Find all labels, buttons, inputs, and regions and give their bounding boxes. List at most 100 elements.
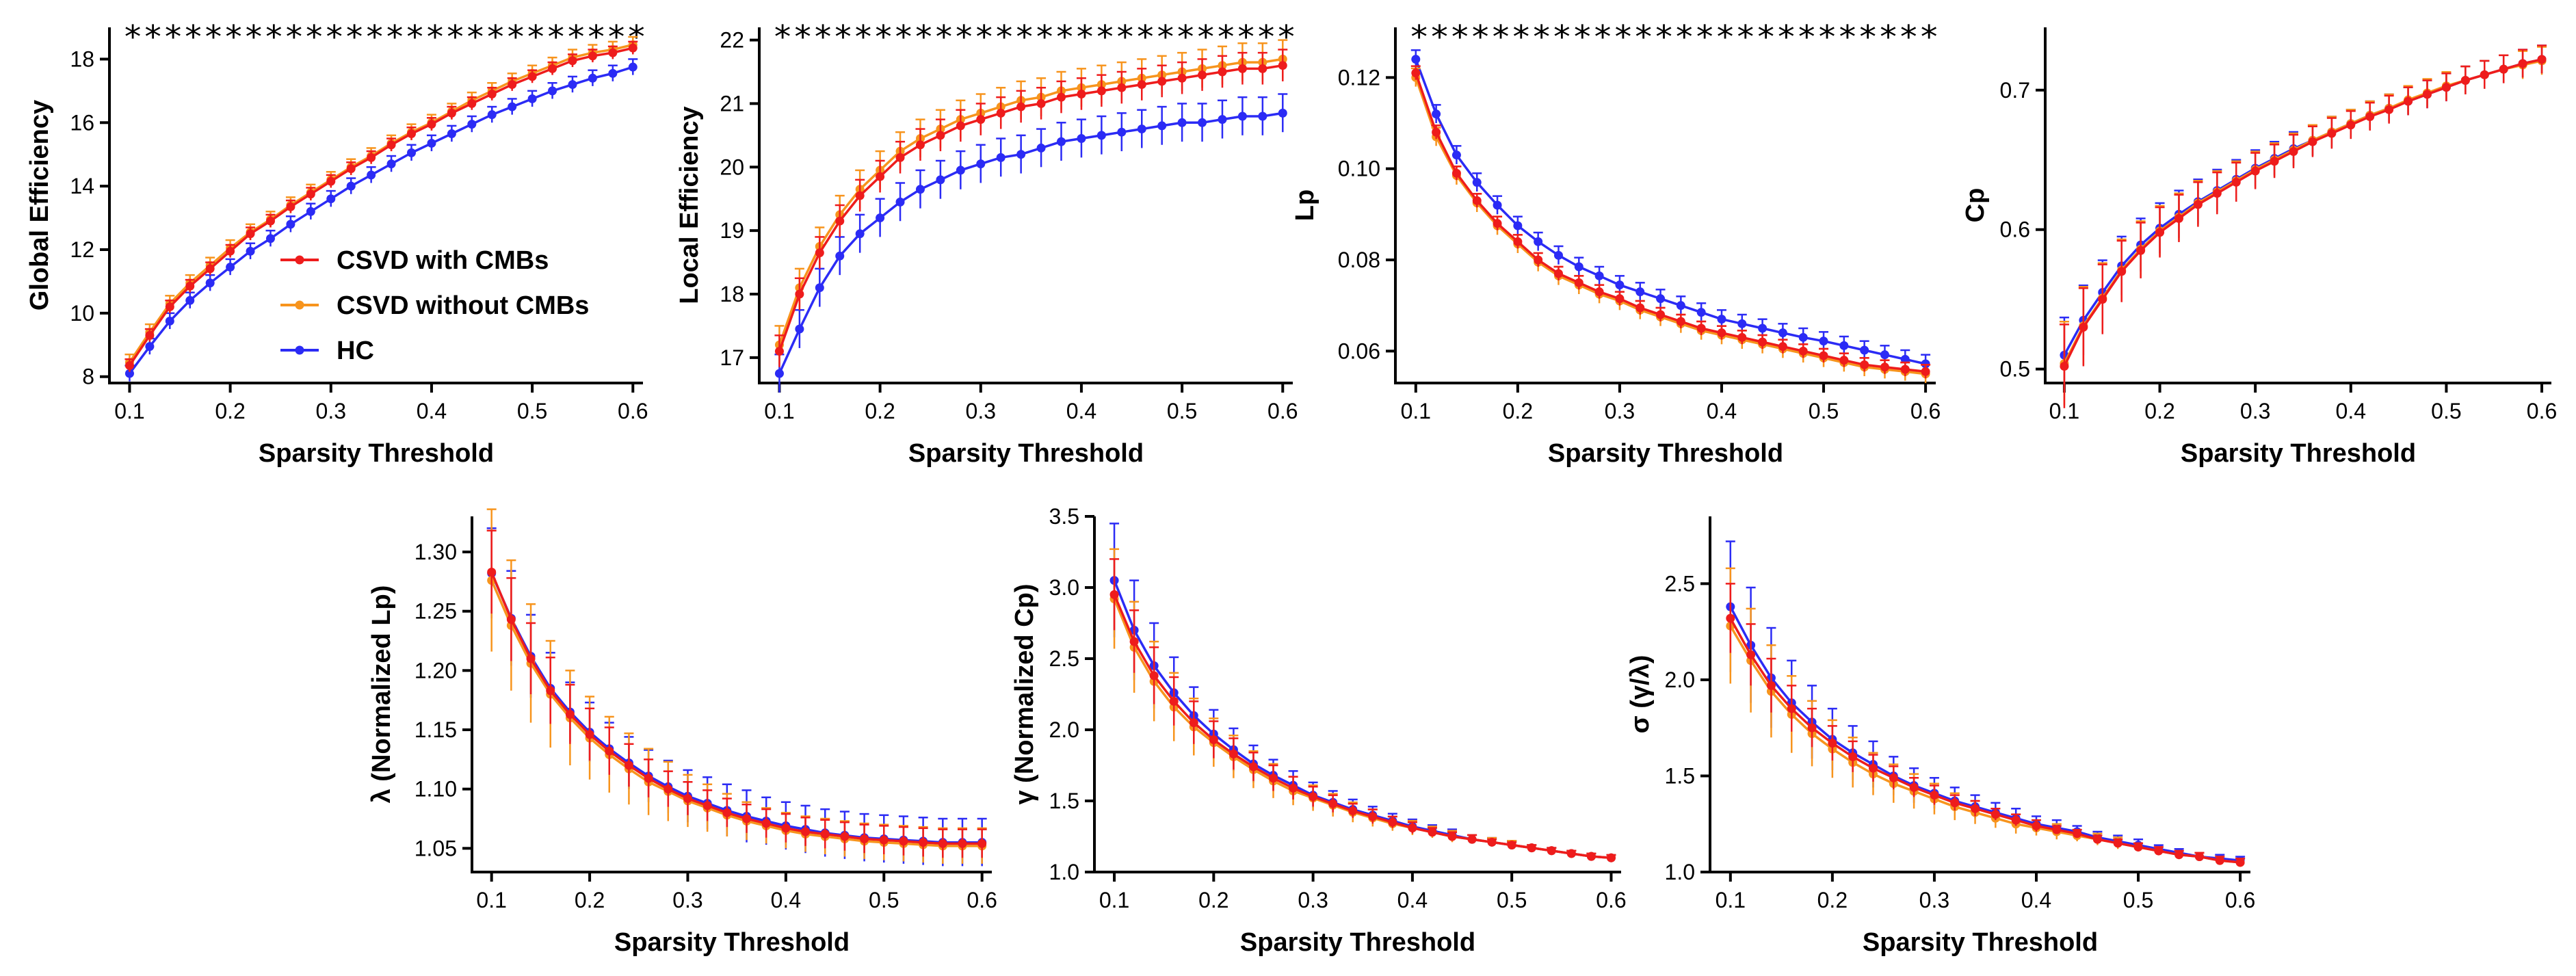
data-point	[1057, 137, 1066, 146]
data-point	[2441, 83, 2451, 92]
data-point	[527, 72, 537, 81]
data-point	[1218, 115, 1227, 124]
y-axis-label: Lp	[1291, 189, 1319, 221]
data-point	[899, 836, 908, 846]
legend-label: CSVD without CMBs	[337, 291, 589, 320]
data-point	[427, 120, 436, 129]
data-point	[427, 138, 436, 148]
y-tick-label: 2.5	[1665, 571, 1695, 596]
data-point	[840, 832, 850, 841]
data-point	[1109, 590, 1119, 599]
y-tick-label: 14	[70, 174, 94, 198]
data-point	[2289, 146, 2298, 156]
data-point	[2231, 177, 2241, 187]
series-csvd-without-cmbs	[1410, 67, 1931, 383]
data-point	[1828, 739, 1837, 748]
y-tick-label: 22	[720, 28, 744, 53]
y-tick-label: 0.6	[2000, 217, 2030, 242]
data-point	[2384, 105, 2394, 114]
data-point	[815, 283, 824, 293]
data-point	[1487, 837, 1497, 847]
data-point	[608, 48, 618, 57]
data-point	[1921, 359, 1930, 369]
data-point	[1157, 121, 1167, 131]
data-point	[1137, 80, 1146, 90]
chart-panel-local-efficiency: 0.1 0.2 0.3 0.4 0.5 0.6 17 18 19 20 21 22 Sparsity T…	[675, 18, 1298, 468]
data-point	[1057, 92, 1066, 102]
data-point	[145, 342, 155, 352]
data-point	[265, 234, 275, 243]
x-tick-label: 0.6	[1910, 399, 1941, 423]
data-point	[835, 251, 845, 261]
data-point	[386, 159, 396, 169]
data-point	[1177, 118, 1187, 127]
data-point	[487, 110, 497, 120]
data-point	[585, 730, 594, 739]
data-point	[1527, 843, 1536, 853]
data-point	[761, 819, 771, 828]
data-point	[205, 264, 215, 274]
data-point	[1096, 86, 1106, 96]
series-line	[1729, 625, 2241, 864]
axes-global-efficiency	[108, 27, 643, 384]
data-point	[1451, 150, 1461, 160]
data-point	[1900, 354, 1910, 364]
data-point	[407, 129, 417, 139]
x-axis-label: Sparsity Threshold	[614, 928, 850, 957]
x-tick-label: 0.5	[517, 399, 547, 423]
data-point	[2092, 834, 2102, 844]
data-point	[367, 153, 376, 162]
series-csvd-with-cmbs	[1725, 583, 2246, 867]
x-tick-label: 0.1	[476, 888, 506, 912]
series-csvd-without-cmbs	[774, 39, 1288, 365]
y-tick-label: 3.0	[1049, 575, 1079, 600]
data-point	[1209, 735, 1218, 745]
y-tick-label: 0.7	[2000, 78, 2030, 103]
series-line	[128, 66, 633, 375]
data-point	[588, 51, 597, 61]
data-point	[1766, 681, 1776, 690]
series-line	[1729, 606, 2241, 862]
data-point	[2098, 295, 2107, 304]
data-point	[1798, 332, 1808, 342]
data-point	[346, 164, 356, 174]
data-point	[2136, 246, 2146, 255]
data-point	[956, 166, 965, 175]
series-line	[490, 571, 982, 845]
data-point	[165, 302, 174, 312]
data-point	[326, 194, 336, 204]
data-point	[1586, 852, 1596, 861]
data-point	[1553, 250, 1563, 260]
data-point	[508, 80, 517, 90]
data-point	[124, 360, 134, 370]
significance-stars: **************************	[122, 18, 646, 55]
data-point	[407, 148, 417, 157]
data-point	[527, 94, 537, 103]
series-hc	[774, 93, 1288, 393]
data-point	[1880, 350, 1889, 360]
x-tick-label: 0.5	[1809, 399, 1839, 423]
data-point	[588, 73, 597, 83]
data-point	[1635, 303, 1645, 313]
data-point	[1737, 319, 1747, 328]
data-point	[1368, 812, 1378, 821]
series-hc	[1109, 523, 1616, 862]
data-point	[1819, 351, 1828, 360]
data-point	[1848, 752, 1858, 761]
data-point	[1787, 704, 1796, 713]
data-point	[1237, 111, 1247, 121]
y-tick-label: 16	[70, 110, 94, 135]
data-point	[1117, 83, 1127, 92]
legend-item: HC	[280, 337, 374, 365]
data-point	[1594, 271, 1604, 280]
data-point	[774, 369, 784, 378]
series-line	[1415, 72, 1926, 373]
data-point	[1566, 849, 1576, 858]
data-point	[2155, 228, 2165, 237]
data-point	[506, 615, 516, 624]
data-point	[2174, 850, 2184, 860]
y-tick-label: 10	[70, 301, 94, 326]
data-point	[1534, 255, 1543, 265]
series-csvd-without-cmbs	[2059, 46, 2547, 406]
data-point	[1432, 109, 1441, 119]
